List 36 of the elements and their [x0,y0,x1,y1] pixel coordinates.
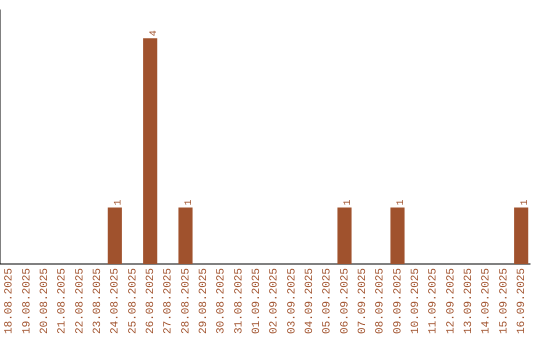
x-tick-label: 31.08.2025 [233,268,246,334]
x-tick-label: 30.08.2025 [216,268,228,334]
data-label: 1 [113,200,124,206]
x-tick-label: 24.08.2025 [110,268,122,334]
x-tick-label: 14.09.2025 [480,268,493,334]
x-tick-label: 10.09.2025 [410,268,422,334]
x-tick-label: 22.08.2025 [74,268,86,334]
x-tick-label: 11.09.2025 [428,268,440,334]
x-tick-label: 18.08.2025 [4,268,16,334]
x-tick-label: 02.09.2025 [268,268,281,334]
x-tick-label: 19.08.2025 [21,268,34,334]
x-tick-label: 29.08.2025 [198,268,210,334]
x-tick-label: 26.08.2025 [145,268,158,334]
data-label: 1 [184,200,196,206]
data-label: 1 [343,200,354,206]
x-tick-label: 12.09.2025 [445,268,458,334]
x-tick-label: 28.08.2025 [180,268,192,334]
x-tick-label: 27.08.2025 [162,268,175,334]
x-tick-label: 21.08.2025 [56,268,69,334]
x-tick-label: 20.08.2025 [39,268,52,334]
x-tick-label: 08.09.2025 [374,268,387,334]
x-tick-label: 05.09.2025 [322,268,334,334]
x-tick-label: 09.09.2025 [392,268,404,334]
x-tick-label: 13.09.2025 [463,268,476,334]
data-label: 4 [148,30,160,36]
x-tick-label: 03.09.2025 [286,268,298,334]
x-tick-label: 01.09.2025 [251,268,264,334]
x-tick-label: 16.09.2025 [516,268,528,334]
data-label: 1 [396,200,408,206]
x-tick-label: 23.08.2025 [92,268,104,334]
x-tick-label: 25.08.2025 [127,268,140,334]
data-label: 1 [520,200,531,206]
x-tick-label: 15.09.2025 [498,268,510,334]
x-tick-label: 07.09.2025 [357,268,370,334]
x-tick-label: 04.09.2025 [304,268,316,334]
x-tick-label: 06.09.2025 [339,268,352,334]
